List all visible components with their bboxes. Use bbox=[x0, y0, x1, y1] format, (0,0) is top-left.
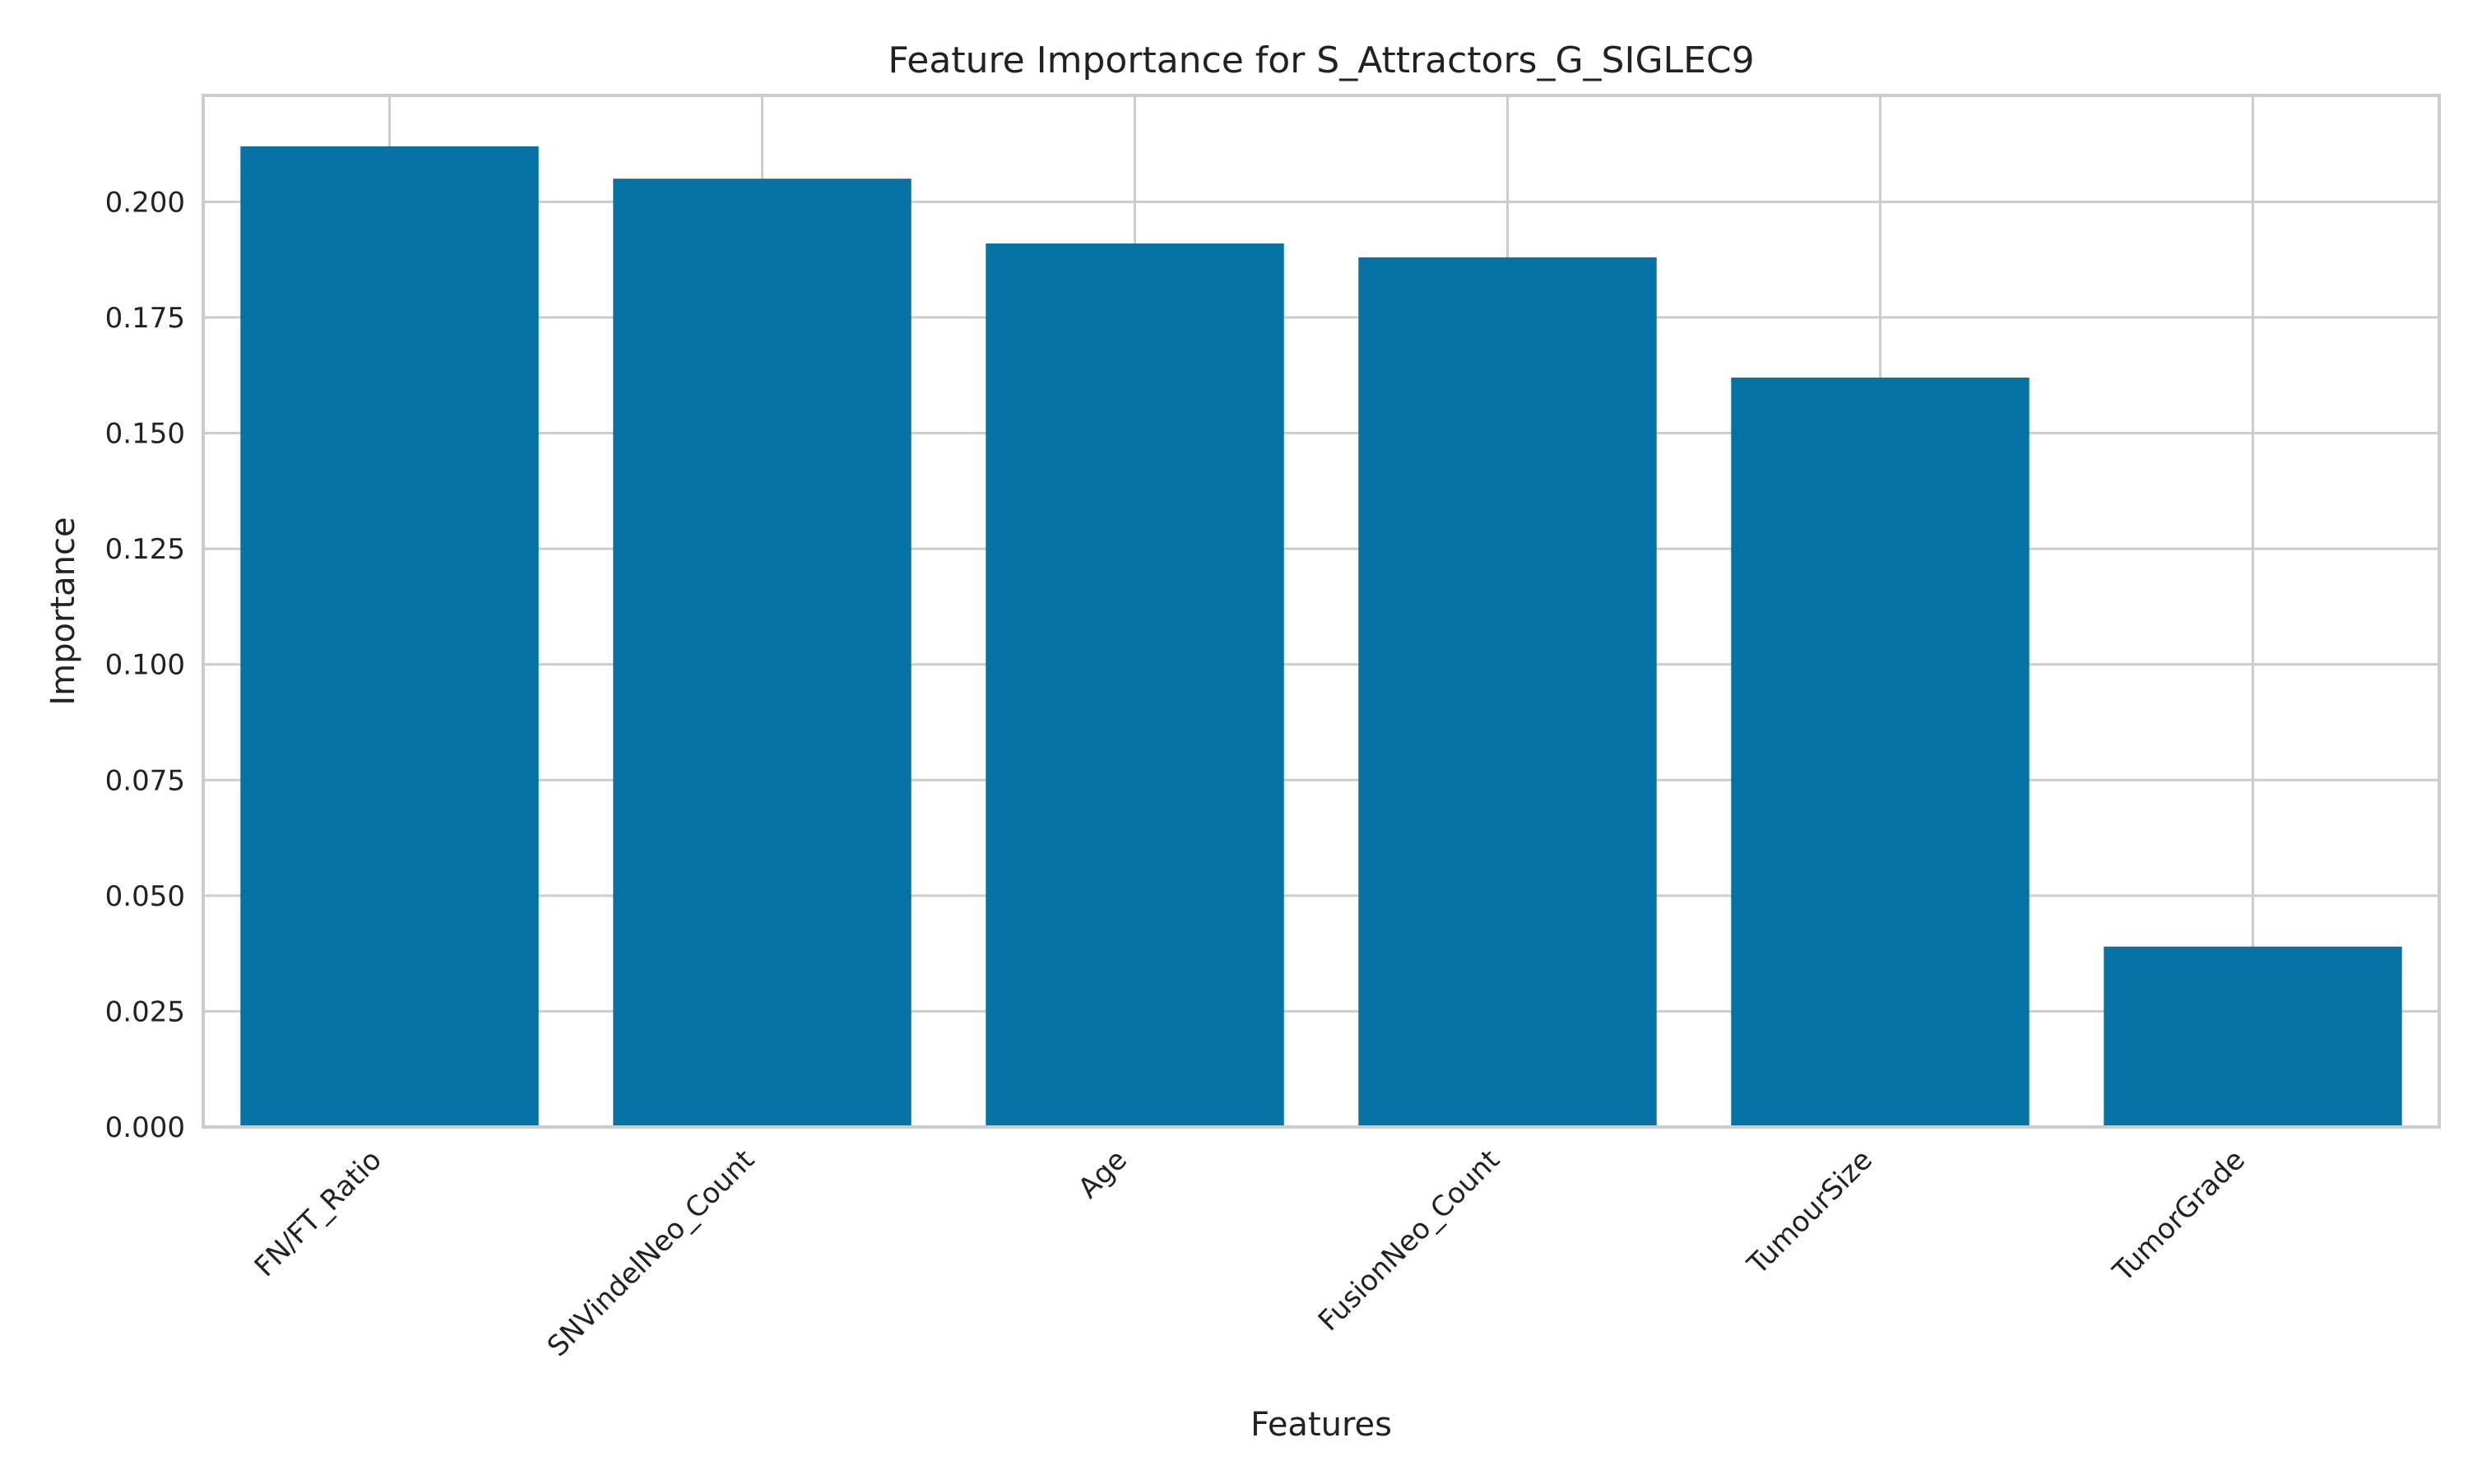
y-tick-label: 0.025 bbox=[105, 995, 185, 1028]
y-tick-label: 0.200 bbox=[105, 186, 185, 219]
x-axis-label: Features bbox=[1250, 1406, 1392, 1444]
plot-frame bbox=[202, 94, 2441, 1129]
bar bbox=[240, 146, 539, 1128]
y-tick-label: 0.175 bbox=[105, 302, 185, 335]
bar bbox=[613, 179, 912, 1127]
bar bbox=[1731, 378, 2030, 1127]
y-tick-label: 0.075 bbox=[105, 764, 185, 797]
bars bbox=[240, 146, 2402, 1128]
bar bbox=[986, 243, 1284, 1128]
y-tick-label: 0.150 bbox=[105, 418, 185, 451]
y-tick-label: 0.125 bbox=[105, 533, 185, 566]
bar bbox=[2104, 946, 2402, 1127]
y-tick-label: 0.100 bbox=[105, 649, 185, 682]
chart-title: Feature Importance for S_Attractors_G_SI… bbox=[888, 39, 1754, 81]
y-tick-label: 0.050 bbox=[105, 880, 185, 913]
y-tick-labels: 0.000 0.025 0.050 0.075 0.100 0.125 0.150 0.175… bbox=[105, 186, 185, 1144]
y-tick-label: 0.000 bbox=[105, 1111, 185, 1144]
y-axis-label: Importance bbox=[44, 517, 82, 705]
bar bbox=[1358, 257, 1657, 1127]
